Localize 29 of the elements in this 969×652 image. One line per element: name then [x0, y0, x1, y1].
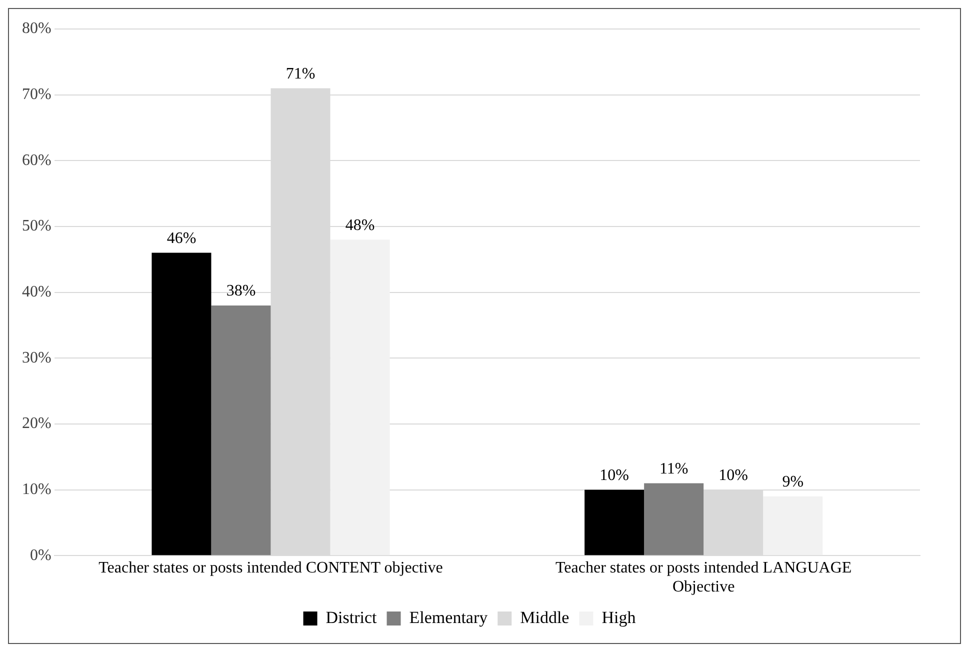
data-label: 38%	[226, 282, 256, 300]
bar	[584, 490, 644, 556]
legend-label: Elementary	[409, 608, 488, 627]
data-label: 11%	[659, 460, 688, 478]
y-tick-label: 50%	[22, 218, 52, 235]
y-tick-label: 80%	[22, 20, 52, 38]
bar	[152, 252, 212, 556]
data-label: 71%	[286, 65, 316, 82]
y-tick-label: 70%	[22, 86, 52, 104]
y-tick-label: 0%	[30, 546, 52, 564]
x-tick-label: Teacher states or posts intended CONTENT objective	[98, 559, 443, 576]
legend-label: Middle	[520, 608, 570, 627]
data-label: 46%	[166, 230, 196, 248]
x-tick-label: Teacher states or posts intended LANGUAGE Objective	[556, 559, 852, 596]
data-label: 48%	[345, 216, 375, 234]
y-tick-label: 20%	[22, 415, 52, 432]
data-label: 10%	[600, 466, 629, 484]
data-label: 10%	[718, 466, 748, 484]
legend-label: District	[326, 608, 378, 627]
data-label: 9%	[782, 474, 804, 491]
bar	[644, 483, 704, 556]
legend-label: High	[602, 608, 636, 627]
bar	[763, 496, 823, 556]
bar	[211, 305, 271, 556]
y-tick-label: 30%	[22, 349, 52, 366]
y-tick-label: 40%	[22, 284, 52, 301]
y-tick-label: 60%	[22, 152, 52, 169]
bar	[330, 240, 390, 556]
y-tick-label: 10%	[22, 480, 52, 498]
